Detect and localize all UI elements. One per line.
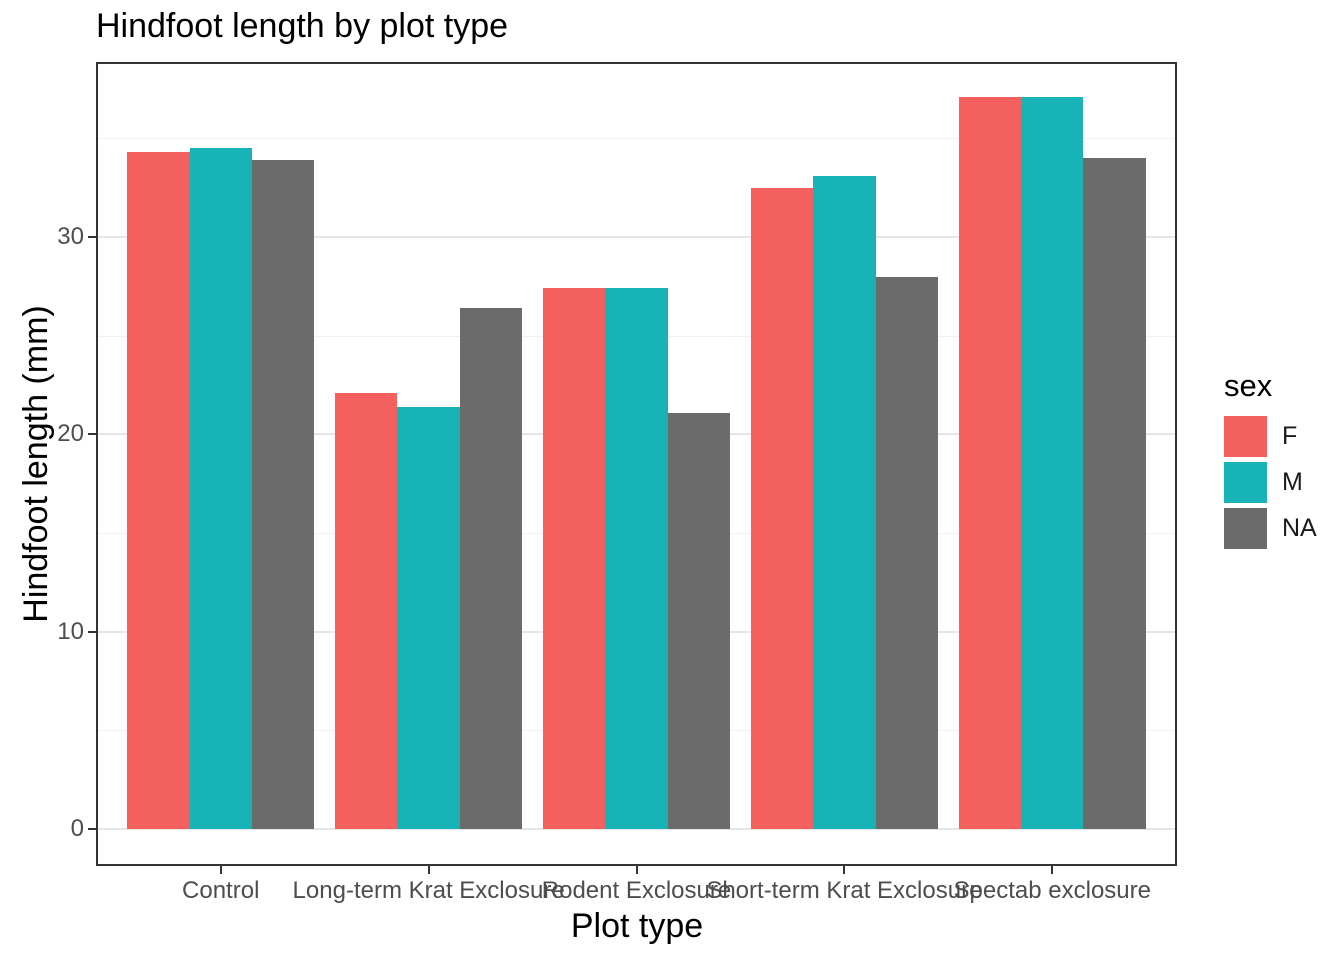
legend-title: sex	[1224, 368, 1273, 403]
bar-m-group1	[189, 148, 252, 829]
legend-item-m: M	[1224, 462, 1317, 503]
y-tick-30	[88, 236, 96, 239]
y-tick-label-20: 20	[57, 420, 84, 448]
bar-f-group3	[542, 288, 606, 829]
x-axis-title: Plot type	[570, 907, 704, 945]
x-tick-label-1: Control	[182, 877, 260, 904]
bar-f-group1	[127, 152, 190, 829]
y-tick-label-30: 30	[57, 223, 84, 251]
x-tick-4	[843, 866, 846, 874]
grid-major-line-0	[96, 828, 1177, 830]
y-tick-label-10: 10	[57, 617, 84, 645]
grid-minor-line-35	[96, 138, 1177, 140]
legend-item-f: F	[1224, 416, 1317, 457]
bar-na-group2	[459, 308, 523, 829]
bar-m-group5	[1021, 97, 1084, 829]
legend-swatch-m	[1224, 462, 1267, 503]
x-tick-label-2: Long-term Krat Exclosure	[292, 877, 565, 904]
x-tick-2	[427, 866, 430, 874]
legend-label-na: NA	[1282, 514, 1317, 542]
plot-panel	[96, 62, 1177, 866]
x-tick-label-5: Spectab exclosure	[953, 877, 1151, 904]
y-tick-0	[88, 828, 96, 830]
x-tick-3	[635, 866, 638, 874]
bar-m-group2	[397, 406, 460, 829]
x-tick-label-4: Short-term Krat Exclosure	[706, 877, 983, 904]
bar-f-group5	[958, 97, 1022, 829]
y-axis-title: Hindfoot length (mm)	[17, 305, 55, 623]
legend-swatch-f	[1224, 416, 1267, 457]
chart-title: Hindfoot length by plot type	[96, 7, 509, 45]
legend-swatch-na	[1224, 508, 1267, 549]
bar-na-group1	[251, 160, 315, 829]
bar-na-group5	[1083, 158, 1146, 829]
bar-f-group2	[335, 392, 398, 829]
legend: sex F M NA	[1224, 368, 1317, 554]
x-tick-label-3: Rodent Exclosure	[541, 877, 732, 904]
bar-na-group4	[875, 276, 938, 829]
legend-label-f: F	[1282, 422, 1298, 450]
y-tick-20	[88, 433, 96, 436]
y-tick-label-0: 0	[70, 815, 84, 842]
x-tick-5	[1051, 866, 1054, 874]
y-tick-10	[88, 630, 96, 633]
legend-label-m: M	[1282, 468, 1303, 496]
bar-na-group3	[667, 412, 731, 829]
x-tick-1	[219, 866, 222, 874]
bar-f-group4	[750, 187, 814, 829]
legend-item-na: NA	[1224, 508, 1317, 549]
grid-major-line-30	[96, 236, 1177, 239]
bar-m-group4	[813, 175, 876, 829]
bar-m-group3	[605, 288, 668, 829]
